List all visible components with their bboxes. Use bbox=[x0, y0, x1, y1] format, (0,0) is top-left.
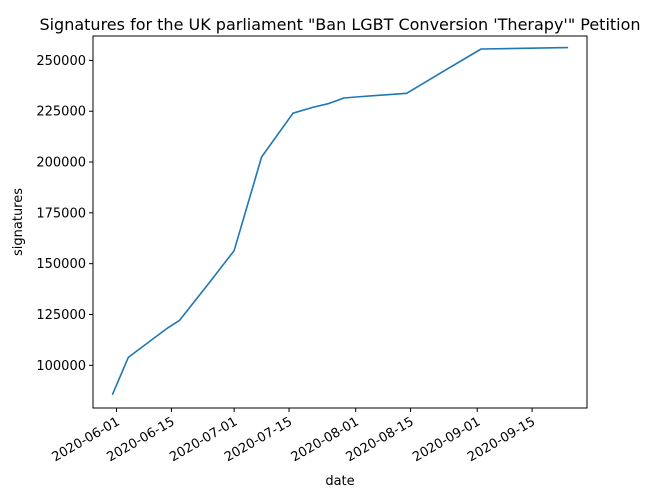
y-axis: 100000 125000 150000 175000 200000 225000 2500… bbox=[36, 54, 93, 374]
y-tick-label: 100000 bbox=[36, 359, 86, 374]
y-tick-label: 200000 bbox=[36, 156, 86, 171]
y-tick-label: 250000 bbox=[36, 54, 86, 69]
y-tick-label: 225000 bbox=[36, 105, 86, 120]
x-axis-label: date bbox=[325, 474, 354, 489]
plot-area-frame bbox=[92, 35, 588, 409]
y-axis-label: signatures bbox=[11, 188, 26, 256]
y-tick-label: 150000 bbox=[36, 257, 86, 272]
series-line bbox=[111, 46, 569, 396]
y-tick-label: 175000 bbox=[36, 206, 86, 221]
chart-title: Signatures for the UK parliament "Ban LG… bbox=[39, 15, 640, 34]
series-layer bbox=[111, 46, 569, 396]
y-tick-label: 125000 bbox=[36, 308, 86, 323]
